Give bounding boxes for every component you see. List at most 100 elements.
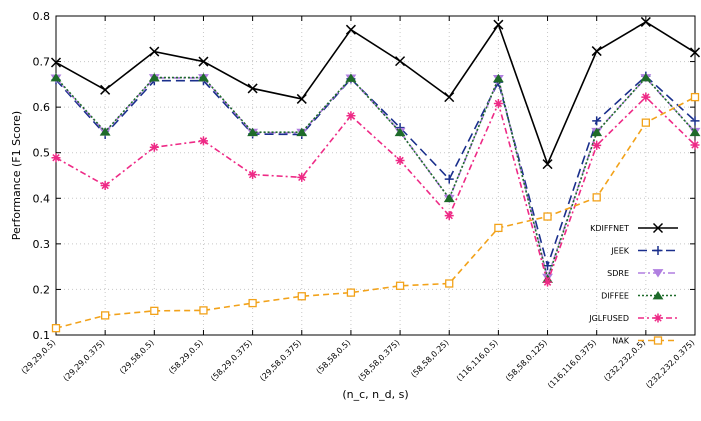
data-point (494, 223, 503, 233)
data-point (149, 46, 160, 57)
data-point (345, 24, 356, 35)
x-axis-title: (n_c, n_d, s) (342, 388, 408, 401)
data-point (101, 311, 110, 320)
data-point (543, 277, 553, 287)
data-point (346, 111, 356, 121)
legend-marker (653, 336, 663, 345)
data-point (296, 127, 308, 137)
data-point (444, 92, 455, 103)
data-point (297, 172, 307, 182)
data-point (198, 136, 208, 146)
data-point (542, 159, 553, 170)
data-point (444, 174, 454, 184)
y-tick-label: 0.3 (33, 238, 51, 251)
series-jglfused (51, 92, 700, 287)
data-point (689, 47, 701, 58)
series-diffee (50, 72, 701, 283)
data-point (689, 127, 701, 137)
plot-frame (55, 15, 696, 336)
data-point (51, 153, 61, 163)
legend-marker (652, 269, 664, 278)
data-point (690, 140, 700, 150)
y-tick-label: 0.1 (33, 329, 51, 342)
legend-item-kdiffnet: KDIFFNET (590, 222, 678, 234)
y-axis-ticks: 0.1 0.2 0.3 0.4 0.5 0.6 0.7 0.8 (33, 10, 695, 342)
legend-marker (652, 290, 664, 300)
legend-marker (653, 313, 663, 323)
legend-item-sdre: SDRE (607, 269, 678, 278)
data-point (591, 127, 603, 137)
data-point (198, 72, 209, 82)
data-point (99, 127, 111, 136)
data-point (591, 46, 602, 57)
y-tick-label: 0.2 (33, 283, 51, 296)
series-group (50, 16, 701, 333)
y-axis-title: Performance (F1 Score) (10, 111, 23, 240)
data-point (50, 72, 62, 82)
legend-item-jeek: JEEK (610, 246, 678, 256)
data-point (395, 155, 405, 165)
data-point (690, 116, 700, 126)
legend-item-jglfused: JGLFUSED (588, 313, 678, 323)
data-point (296, 93, 307, 104)
data-point (297, 292, 306, 301)
data-point (198, 56, 209, 67)
y-tick-label: 0.4 (33, 192, 51, 205)
legend-label: JEEK (610, 247, 629, 256)
series-nak (51, 92, 700, 333)
data-point (641, 92, 651, 102)
data-point (690, 92, 700, 102)
data-point (395, 56, 406, 67)
legend-marker (652, 222, 664, 234)
legend-marker (653, 246, 663, 255)
series-line (55, 95, 696, 285)
data-point (148, 72, 160, 82)
legend: KDIFFNET JEEK SDRE DIFFEE JGLFUSED NAK (588, 222, 678, 346)
data-point (100, 84, 111, 95)
data-point (445, 279, 454, 288)
data-point (444, 211, 454, 221)
y-tick-label: 0.7 (33, 56, 51, 69)
y-tick-label: 0.5 (33, 147, 51, 160)
data-point (543, 212, 552, 221)
data-point (100, 181, 110, 191)
data-point (492, 73, 504, 83)
data-point (51, 324, 61, 333)
legend-item-diffee: DIFFEE (601, 290, 678, 301)
data-point (493, 19, 504, 30)
y-tick-label: 0.6 (33, 101, 51, 114)
data-point (248, 170, 258, 180)
data-point (346, 288, 356, 297)
data-point (149, 142, 159, 152)
legend-label: JGLFUSED (588, 314, 629, 323)
y-tick-label: 0.8 (33, 10, 51, 23)
data-point (247, 127, 259, 137)
series-line (55, 96, 696, 329)
data-point (641, 118, 650, 127)
legend-item-nak: NAK (612, 336, 678, 346)
legend-label: NAK (612, 337, 629, 346)
data-point (443, 193, 455, 203)
legend-label: DIFFEE (601, 292, 629, 301)
data-point (199, 306, 208, 315)
data-point (592, 140, 602, 150)
series-line (55, 75, 696, 269)
data-point (592, 116, 602, 126)
data-point (592, 193, 601, 202)
data-point (150, 306, 159, 315)
data-point (493, 98, 503, 108)
series-kdiffnet (50, 16, 701, 170)
data-point (640, 72, 652, 82)
legend-label: SDRE (607, 269, 629, 278)
data-point (50, 57, 62, 68)
data-point (248, 298, 257, 308)
legend-label: KDIFFNET (590, 224, 629, 233)
data-point (247, 83, 258, 94)
data-point (394, 127, 406, 137)
data-point (395, 281, 405, 290)
series-line (55, 75, 696, 282)
data-point (640, 16, 651, 27)
data-point (345, 73, 357, 82)
